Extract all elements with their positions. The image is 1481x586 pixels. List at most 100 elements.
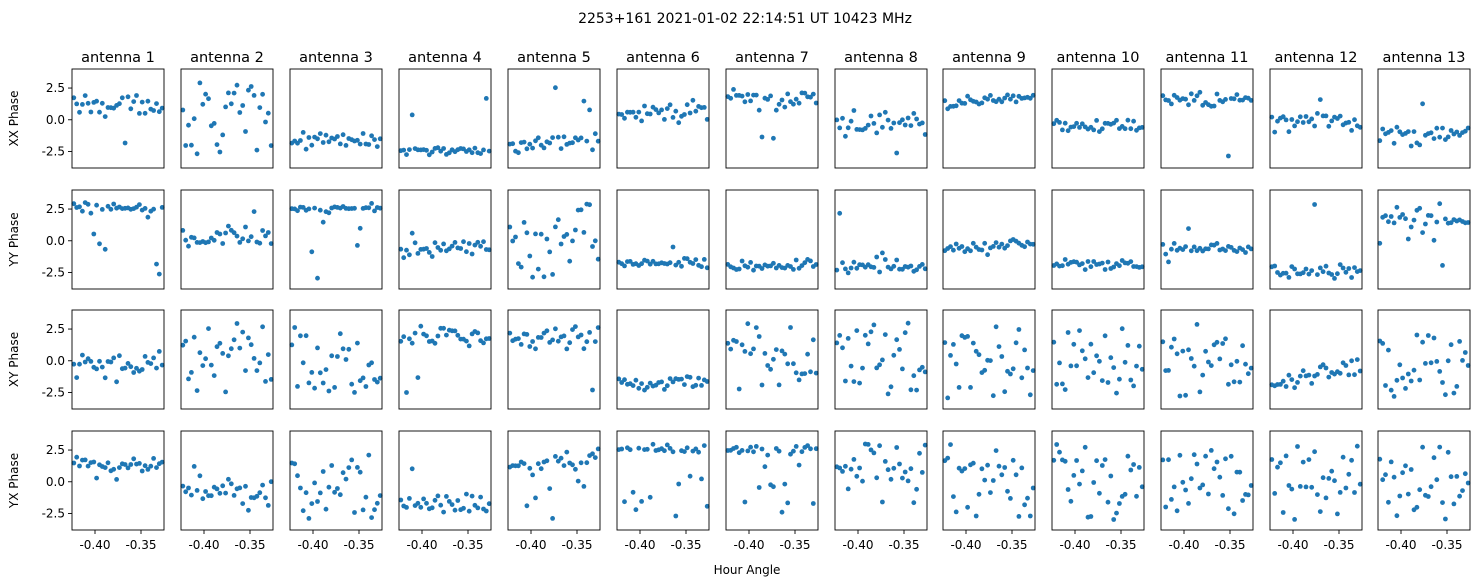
- data-point: [1008, 371, 1013, 377]
- data-point: [142, 110, 148, 116]
- data-point: [1131, 118, 1136, 124]
- data-point: [1423, 221, 1428, 227]
- subplot-title: antenna 8: [844, 50, 918, 66]
- data-point: [982, 367, 988, 373]
- data-point: [851, 379, 857, 384]
- data-point: [518, 264, 524, 270]
- data-point: [183, 489, 189, 495]
- subplot-frame: [1160, 68, 1254, 169]
- data-point: [337, 492, 343, 498]
- data-point: [1194, 322, 1200, 327]
- data-point: [320, 140, 326, 145]
- data-point: [524, 503, 530, 509]
- data-point: [1440, 125, 1445, 131]
- data-point: [1405, 129, 1411, 135]
- y-tick-label: 2.5: [46, 202, 65, 216]
- data-point: [670, 379, 676, 385]
- data-point: [659, 379, 664, 385]
- data-point: [888, 384, 894, 390]
- data-point: [633, 507, 639, 513]
- subplot-panel: antenna 3: [289, 50, 383, 169]
- data-point: [74, 375, 80, 380]
- data-point: [573, 227, 578, 233]
- data-point: [762, 351, 768, 356]
- data-point: [1289, 117, 1295, 122]
- data-point: [592, 339, 598, 344]
- data-point: [882, 332, 888, 337]
- data-point: [1030, 368, 1036, 373]
- data-point: [570, 327, 575, 332]
- data-point: [779, 348, 785, 354]
- data-point: [99, 207, 105, 212]
- data-point: [320, 380, 326, 386]
- data-point: [432, 240, 438, 246]
- data-point: [996, 344, 1002, 349]
- data-point: [541, 274, 547, 280]
- data-point: [131, 456, 137, 462]
- data-point: [1388, 387, 1394, 393]
- data-point: [985, 96, 990, 102]
- data-point: [88, 109, 94, 115]
- data-point: [742, 99, 748, 105]
- data-point: [1082, 267, 1088, 272]
- data-point: [1306, 372, 1312, 378]
- subplot-panel: antenna 4: [398, 50, 492, 169]
- data-point: [1220, 341, 1226, 346]
- data-point: [808, 369, 813, 375]
- data-point: [77, 204, 82, 210]
- subplot-panel: -0.40 -0.35: [942, 430, 1036, 552]
- data-point: [251, 209, 257, 215]
- data-point: [1068, 498, 1074, 504]
- data-point: [82, 93, 88, 98]
- data-point: [1237, 379, 1243, 385]
- data-point: [553, 454, 558, 459]
- subplot-frame: [1269, 189, 1363, 290]
- data-point: [1027, 392, 1033, 398]
- data-point: [260, 324, 265, 330]
- data-point: [401, 255, 407, 261]
- data-point: [94, 475, 99, 481]
- data-point: [441, 146, 446, 151]
- data-point: [1280, 378, 1286, 384]
- data-point: [223, 104, 229, 110]
- subplot-frame: [507, 189, 601, 290]
- data-point: [340, 470, 346, 476]
- data-point: [74, 101, 80, 107]
- data-point: [1275, 118, 1280, 124]
- data-point: [704, 117, 710, 122]
- subplot-frame: [942, 430, 1036, 531]
- data-point: [1183, 96, 1188, 102]
- data-point: [1057, 120, 1062, 125]
- data-point: [759, 382, 765, 388]
- data-point: [647, 111, 653, 117]
- data-point: [154, 365, 159, 371]
- data-point: [1094, 353, 1099, 359]
- y-tick-label: 2.5: [46, 443, 65, 457]
- subplot-panel: 2.5 0.0 -2.5: [42, 309, 165, 410]
- data-point: [745, 92, 751, 97]
- data-point: [860, 478, 865, 484]
- data-point: [1280, 114, 1286, 120]
- data-point: [990, 393, 996, 399]
- data-point: [882, 257, 888, 262]
- subplot-panel: [398, 189, 492, 290]
- data-point: [945, 395, 951, 401]
- data-point: [1016, 327, 1022, 332]
- data-point: [243, 483, 248, 489]
- data-point: [363, 384, 369, 389]
- data-point: [1102, 333, 1108, 339]
- data-point: [633, 114, 639, 120]
- data-point: [959, 244, 965, 249]
- data-point: [953, 103, 959, 109]
- data-point: [1245, 371, 1251, 377]
- data-point: [469, 493, 475, 499]
- data-point: [243, 368, 248, 373]
- data-point: [999, 241, 1005, 247]
- data-point: [372, 507, 377, 513]
- data-point: [1443, 392, 1448, 398]
- data-point: [1357, 481, 1363, 487]
- data-point: [544, 236, 550, 242]
- data-point: [667, 260, 673, 266]
- data-point: [1434, 359, 1440, 364]
- data-point: [1166, 98, 1171, 103]
